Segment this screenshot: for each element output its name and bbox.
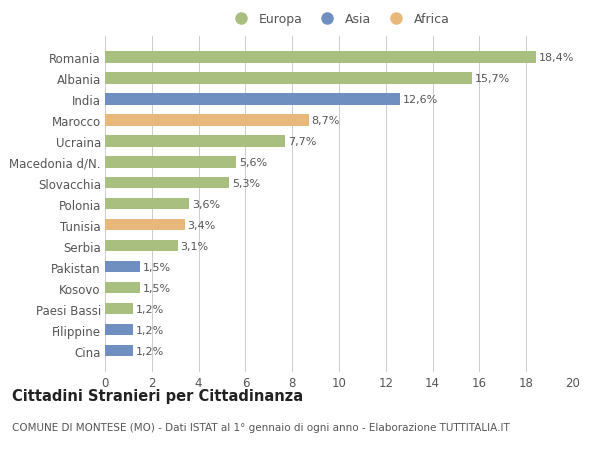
Text: 3,4%: 3,4% bbox=[187, 220, 215, 230]
Text: Cittadini Stranieri per Cittadinanza: Cittadini Stranieri per Cittadinanza bbox=[12, 388, 303, 403]
Text: 15,7%: 15,7% bbox=[475, 73, 511, 84]
Text: 5,3%: 5,3% bbox=[232, 179, 260, 188]
Text: 1,2%: 1,2% bbox=[136, 346, 164, 356]
Text: 8,7%: 8,7% bbox=[311, 116, 340, 125]
Legend: Europa, Asia, Africa: Europa, Asia, Africa bbox=[225, 10, 453, 30]
Bar bbox=[105, 115, 308, 126]
Text: 5,6%: 5,6% bbox=[239, 157, 267, 168]
Bar bbox=[105, 241, 178, 252]
Text: 1,2%: 1,2% bbox=[136, 325, 164, 335]
Text: 1,2%: 1,2% bbox=[136, 304, 164, 314]
Bar bbox=[105, 261, 140, 273]
Bar bbox=[105, 73, 472, 84]
Bar bbox=[105, 219, 185, 231]
Text: COMUNE DI MONTESE (MO) - Dati ISTAT al 1° gennaio di ogni anno - Elaborazione TU: COMUNE DI MONTESE (MO) - Dati ISTAT al 1… bbox=[12, 422, 510, 432]
Bar bbox=[105, 136, 285, 147]
Text: 3,6%: 3,6% bbox=[192, 199, 220, 209]
Text: 12,6%: 12,6% bbox=[403, 95, 438, 105]
Bar bbox=[105, 282, 140, 294]
Text: 3,1%: 3,1% bbox=[181, 241, 208, 251]
Bar bbox=[105, 52, 536, 63]
Bar bbox=[105, 324, 133, 336]
Bar bbox=[105, 198, 189, 210]
Bar bbox=[105, 303, 133, 315]
Bar bbox=[105, 178, 229, 189]
Text: 7,7%: 7,7% bbox=[288, 136, 316, 146]
Bar bbox=[105, 157, 236, 168]
Text: 1,5%: 1,5% bbox=[143, 262, 171, 272]
Text: 18,4%: 18,4% bbox=[538, 53, 574, 63]
Bar bbox=[105, 345, 133, 357]
Text: 1,5%: 1,5% bbox=[143, 283, 171, 293]
Bar bbox=[105, 94, 400, 105]
